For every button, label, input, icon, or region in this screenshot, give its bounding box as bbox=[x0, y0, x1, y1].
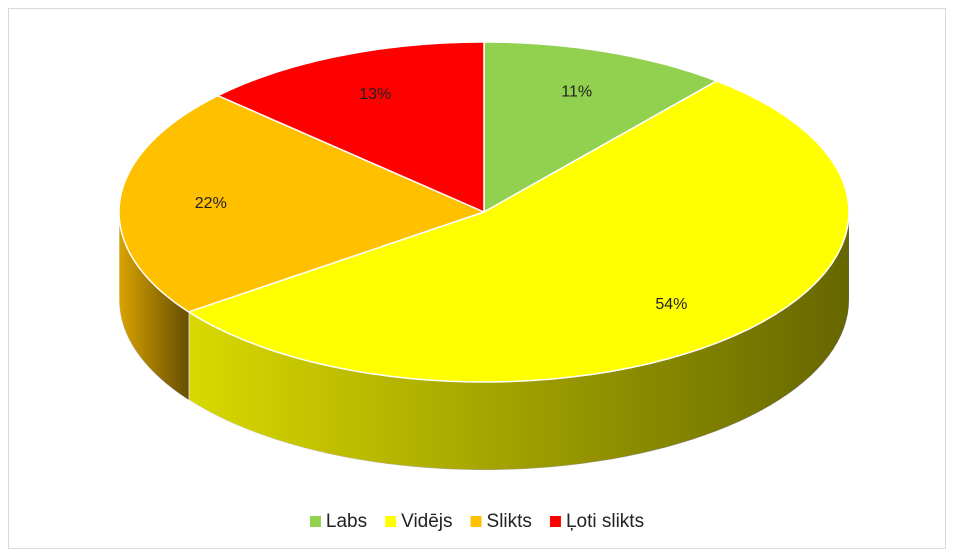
legend-swatch bbox=[385, 516, 397, 527]
legend-swatch bbox=[549, 516, 561, 527]
pie-slice bbox=[186, 80, 850, 383]
value-label: 54% bbox=[655, 296, 687, 313]
pie-slice bbox=[118, 94, 487, 313]
pie-slice bbox=[483, 41, 719, 214]
legend-swatch bbox=[470, 516, 482, 527]
legend-label: Vidējs bbox=[401, 511, 452, 532]
value-label: 11% bbox=[561, 83, 592, 100]
pie-side-shade bbox=[188, 212, 849, 470]
value-label: 13% bbox=[359, 86, 391, 103]
legend-label: Slikts bbox=[487, 511, 532, 532]
pie-slice bbox=[216, 41, 485, 214]
value-label: 22% bbox=[195, 195, 227, 212]
legend-label: Ļoti slikts bbox=[566, 511, 644, 532]
legend-swatch bbox=[309, 516, 321, 527]
legend-label: Labs bbox=[326, 511, 367, 532]
pie-side-shade bbox=[119, 212, 189, 400]
